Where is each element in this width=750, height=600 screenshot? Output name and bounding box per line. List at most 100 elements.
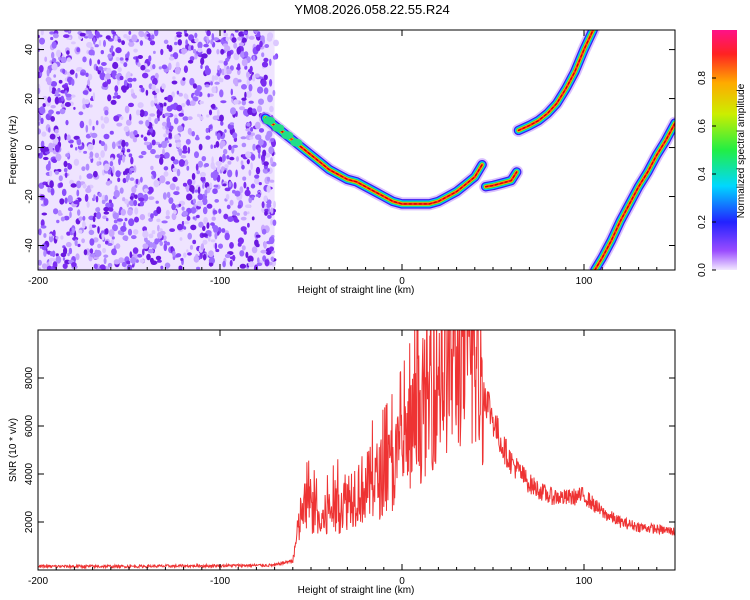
noise-speckle <box>180 258 184 261</box>
noise-speckle <box>67 163 71 166</box>
noise-speckle <box>139 201 145 207</box>
noise-speckle <box>208 256 215 265</box>
noise-speckle <box>103 206 110 212</box>
noise-speckle <box>51 57 57 63</box>
noise-speckle <box>53 33 59 39</box>
noise-speckle <box>218 156 223 163</box>
noise-speckle <box>178 265 183 270</box>
noise-speckle <box>137 62 141 67</box>
noise-speckle <box>225 68 232 75</box>
noise-speckle <box>168 56 175 61</box>
noise-speckle <box>75 253 80 261</box>
noise-speckle <box>86 201 90 208</box>
noise-speckle <box>177 223 183 231</box>
noise-speckle <box>59 198 65 205</box>
noise-speckle <box>233 182 237 189</box>
noise-speckle <box>85 133 91 139</box>
noise-speckle <box>96 211 102 220</box>
noise-speckle <box>215 141 220 148</box>
noise-speckle <box>247 131 252 136</box>
noise-speckle <box>86 173 93 179</box>
colorbar-ticks: 0.0 0.2 0.4 0.6 0.8 <box>697 71 716 277</box>
noise-speckle <box>224 164 229 169</box>
noise-speckle <box>182 145 188 152</box>
noise-speckle <box>110 46 114 54</box>
noise-speckle <box>174 41 178 46</box>
noise-speckle <box>66 50 70 55</box>
noise-speckle <box>178 112 184 117</box>
noise-speckle <box>137 55 143 59</box>
noise-speckle <box>155 104 161 110</box>
noise-speckle <box>43 249 47 257</box>
noise-speckle <box>51 158 58 163</box>
noise-speckle <box>51 142 57 148</box>
noise-speckle <box>112 224 118 232</box>
noise-speckle <box>154 30 159 37</box>
noise-speckle <box>143 141 150 146</box>
noise-speckle <box>122 235 129 241</box>
noise-speckle <box>206 30 211 37</box>
noise-speckle <box>142 230 149 238</box>
noise-speckle <box>169 125 174 131</box>
noise-speckle <box>210 161 215 170</box>
noise-speckle <box>268 236 275 245</box>
noise-speckle <box>60 235 64 240</box>
noise-speckle <box>143 136 148 142</box>
noise-speckle <box>73 135 80 140</box>
noise-speckle <box>42 95 48 101</box>
noise-speckle <box>40 30 44 36</box>
noise-speckle <box>145 240 151 245</box>
ridge-trace <box>479 165 524 194</box>
colorbar-tick-label: 0.4 <box>697 167 708 181</box>
noise-speckle <box>219 114 224 122</box>
noise-speckle <box>73 200 80 205</box>
noise-speckle <box>168 45 173 52</box>
noise-speckle <box>117 38 122 43</box>
noise-speckle <box>191 131 195 137</box>
noise-speckle <box>55 111 61 115</box>
noise-speckle <box>104 110 109 116</box>
noise-speckle <box>168 197 174 205</box>
noise-speckle <box>178 148 183 156</box>
noise-speckle <box>183 93 188 99</box>
noise-speckle <box>55 89 59 97</box>
noise-speckle <box>92 215 96 223</box>
noise-speckle <box>63 34 70 38</box>
noise-speckle <box>224 187 231 192</box>
noise-speckle <box>71 78 75 86</box>
noise-speckle <box>122 154 126 163</box>
noise-speckle <box>47 186 51 193</box>
noise-speckle <box>222 43 228 47</box>
noise-speckle <box>179 237 183 241</box>
colorbar-tick-label: 0.8 <box>697 71 708 85</box>
noise-speckle <box>200 64 203 70</box>
noise-speckle <box>226 155 230 160</box>
noise-speckle <box>161 64 168 70</box>
noise-speckle <box>38 114 41 121</box>
noise-speckle <box>255 234 261 238</box>
ridge-blob <box>281 131 294 140</box>
noise-speckle <box>115 47 122 54</box>
noise-speckle <box>142 248 145 256</box>
noise-speckle <box>233 42 238 49</box>
noise-speckle <box>269 105 274 113</box>
noise-speckle <box>201 233 208 238</box>
noise-speckle <box>92 125 95 131</box>
noise-speckle <box>122 197 126 202</box>
noise-speckle <box>182 210 188 217</box>
noise-speckle <box>197 186 201 195</box>
noise-speckle <box>239 106 245 111</box>
noise-speckle <box>105 217 109 222</box>
noise-speckle <box>48 112 52 116</box>
noise-speckle <box>160 140 168 149</box>
noise-speckle <box>125 175 129 183</box>
noise-speckle <box>78 229 83 234</box>
noise-speckle <box>43 156 49 161</box>
noise-speckle <box>107 53 113 59</box>
noise-speckle <box>89 151 94 158</box>
noise-speckle <box>197 160 203 168</box>
colorbar-tick-label: 0.0 <box>697 263 708 277</box>
noise-speckle <box>119 75 124 81</box>
noise-speckle <box>135 56 139 63</box>
noise-speckle <box>164 152 170 159</box>
